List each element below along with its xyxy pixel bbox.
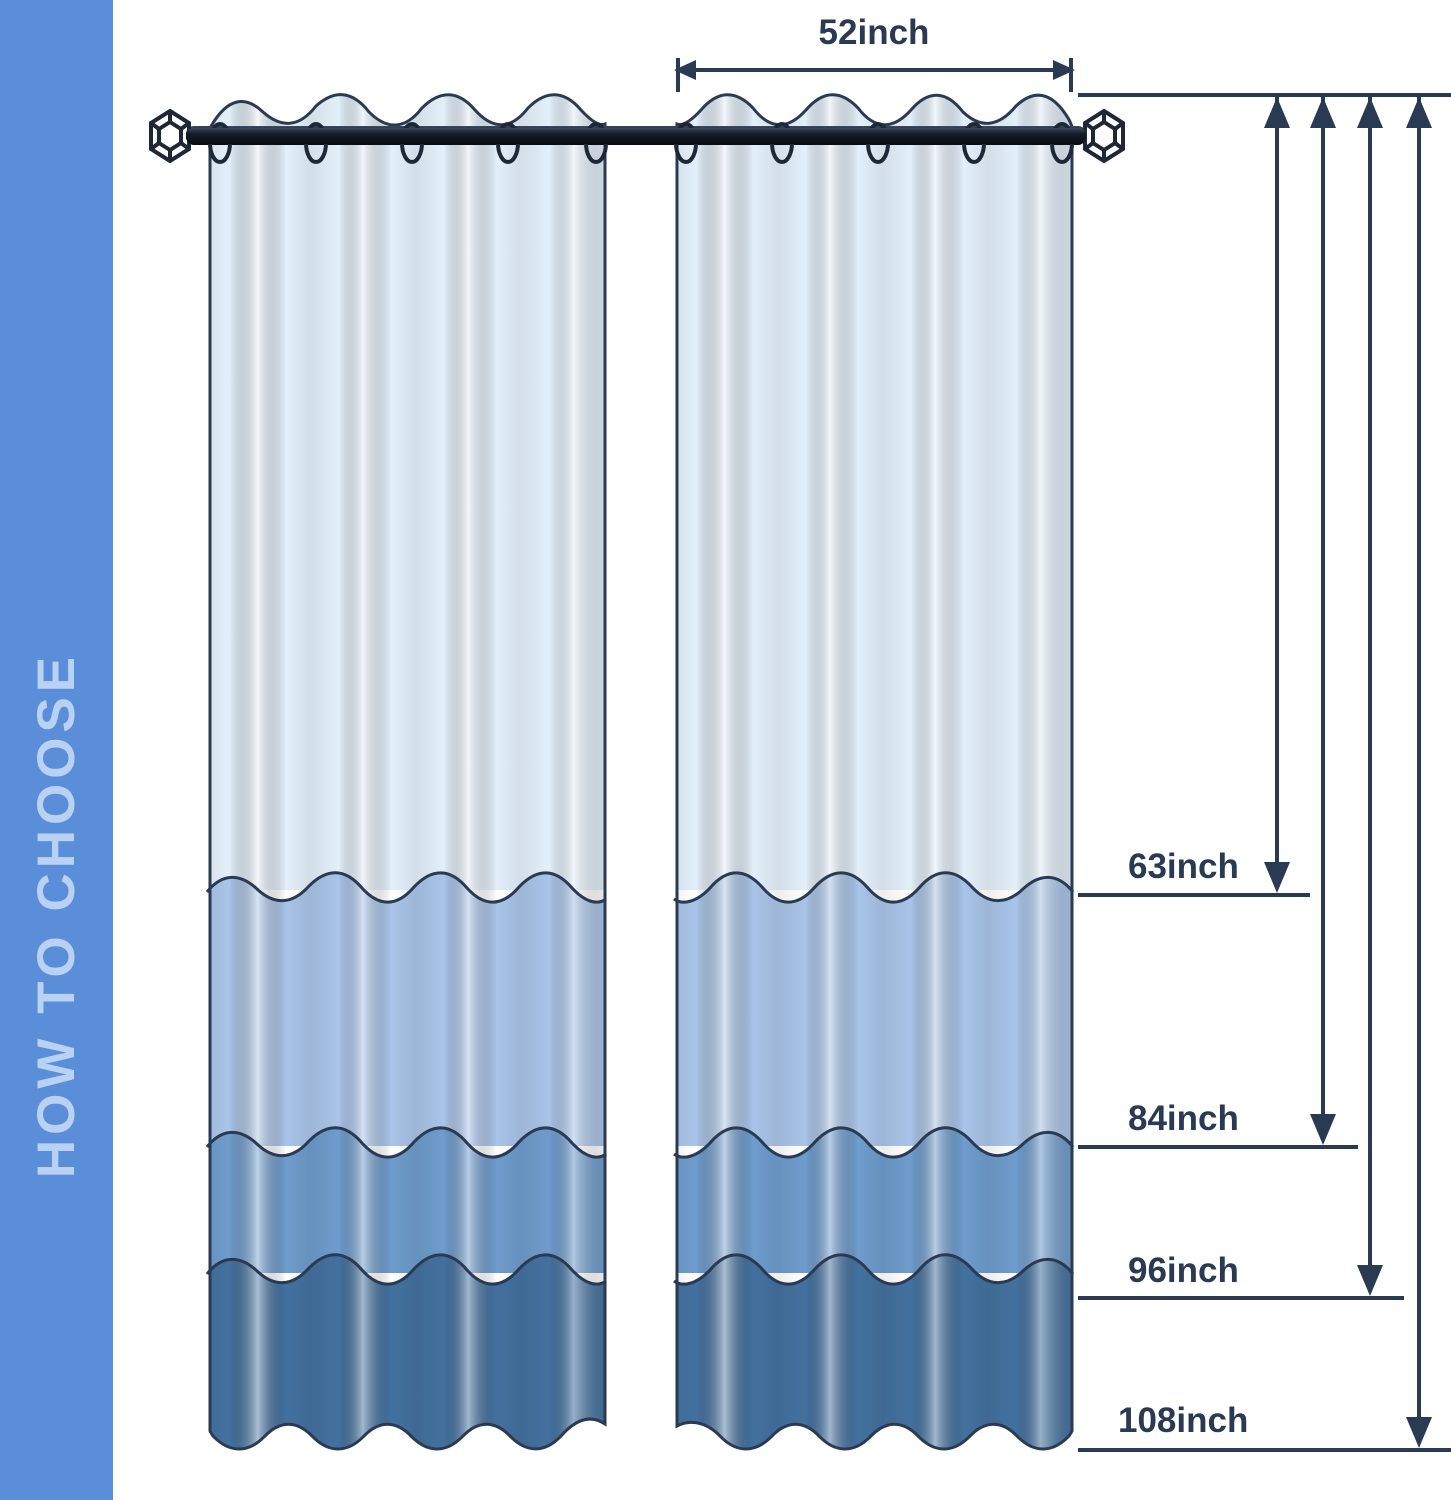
dimension-length-84inch: 84inch xyxy=(1078,97,1358,1149)
dimension-label-63inch: 63inch xyxy=(1128,847,1239,886)
dimension-length-96inch: 96inch xyxy=(1078,97,1404,1300)
dimension-label-108inch: 108inch xyxy=(1118,1401,1248,1440)
panel-outline-left xyxy=(208,93,607,1451)
band-divider-84-left xyxy=(205,1126,607,1159)
curtain-panel-left xyxy=(205,93,607,1451)
side-banner: HOW TO CHOOSE xyxy=(0,0,113,1500)
dimension-length-63inch: 63inch xyxy=(1078,97,1310,897)
band-divider-63-right xyxy=(673,871,1075,904)
fold-shading-right xyxy=(677,94,1072,1450)
panel-outline-right xyxy=(675,93,1074,1451)
band-divider-96-right xyxy=(673,1253,1075,1286)
rod-finial-right xyxy=(1083,108,1125,164)
curtain-rod xyxy=(149,108,1125,164)
dimension-width-52inch: 52inch xyxy=(674,13,1075,92)
rod-finial-left xyxy=(149,108,191,164)
band-divider-84-right xyxy=(673,1126,1075,1159)
curtain-panel-right xyxy=(673,93,1075,1451)
dimension-label-52inch: 52inch xyxy=(819,13,930,52)
dimension-label-96inch: 96inch xyxy=(1128,1251,1239,1290)
dimension-length-108inch: 108inch xyxy=(1078,97,1451,1452)
dimension-label-84inch: 84inch xyxy=(1128,1099,1239,1138)
band-divider-96-left xyxy=(205,1253,607,1286)
fold-shading-left xyxy=(210,94,605,1450)
band-divider-63-left xyxy=(205,871,607,904)
